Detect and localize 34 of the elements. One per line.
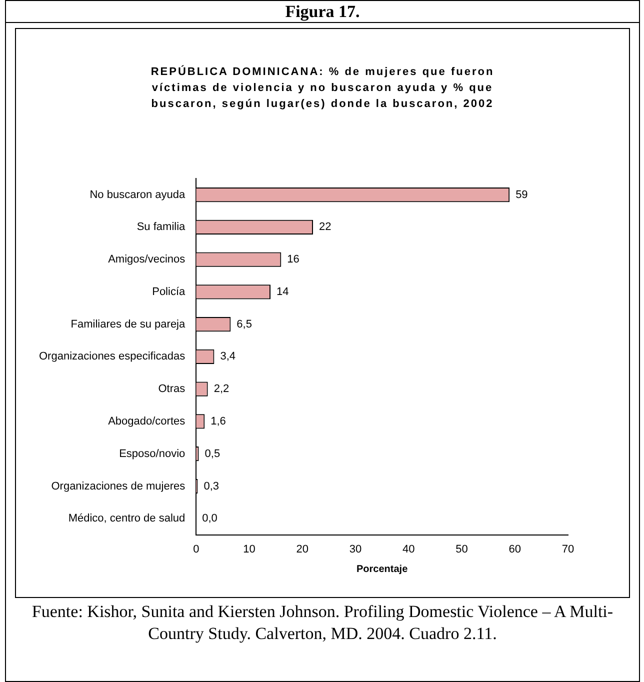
- x-tick-label: 60: [508, 543, 521, 556]
- source-note: Fuente: Kishor, Sunita and Kiersten Johnson. Profiling Domestic Violence – A Multi-Country Study. Calverton, MD. 2004. Cuadro 2.11.: [30, 601, 614, 645]
- y-tick-label: Médico, centro de salud: [68, 512, 186, 525]
- data-label: 22: [319, 221, 332, 234]
- x-tick-label: 30: [349, 543, 362, 556]
- data-label: 3,4: [220, 350, 236, 363]
- data-label: 59: [516, 188, 528, 201]
- x-tick-label: 10: [243, 543, 256, 556]
- data-label: 2,2: [214, 383, 230, 396]
- chart-title: REPÚBLICA DOMINICANA: % de mujeres que fueron víctimas de violencia y no buscaron ayuda y % que buscaron, según lugar(es) donde la buscaron, 2002: [150, 64, 496, 112]
- y-tick-label: No buscaron ayuda: [90, 188, 186, 201]
- data-label: 14: [276, 286, 289, 298]
- data-label: 0,0: [202, 512, 218, 525]
- y-tick-label: Otras: [158, 383, 186, 396]
- text: Figura 17.: [6, 1, 639, 23]
- x-axis-title: Porcentaje: [356, 564, 408, 575]
- x-tick-label: 0: [193, 543, 200, 556]
- data-label: 1,6: [210, 415, 226, 428]
- y-tick-label: Organizaciones de mujeres: [51, 480, 186, 492]
- y-tick-label: Familiares de su pareja: [70, 318, 186, 330]
- y-tick-label: Su familia: [136, 221, 186, 234]
- data-label: 16: [287, 254, 300, 266]
- y-tick-label: Abogado/cortes: [108, 415, 186, 428]
- y-tick-label: Amigos/vecinos: [108, 254, 186, 266]
- data-label: 0,3: [204, 480, 220, 492]
- x-tick-label: 20: [296, 543, 309, 556]
- y-tick-label: Esposo/novio: [119, 448, 186, 460]
- y-tick-label: Organizaciones especificadas: [38, 350, 186, 363]
- data-label: 0,5: [204, 448, 220, 460]
- data-label: 6,5: [236, 318, 252, 330]
- x-tick-label: 50: [456, 543, 468, 556]
- y-tick-label: Policía: [152, 286, 186, 298]
- x-tick-label: 40: [402, 543, 415, 556]
- x-tick-label: 70: [562, 543, 574, 556]
